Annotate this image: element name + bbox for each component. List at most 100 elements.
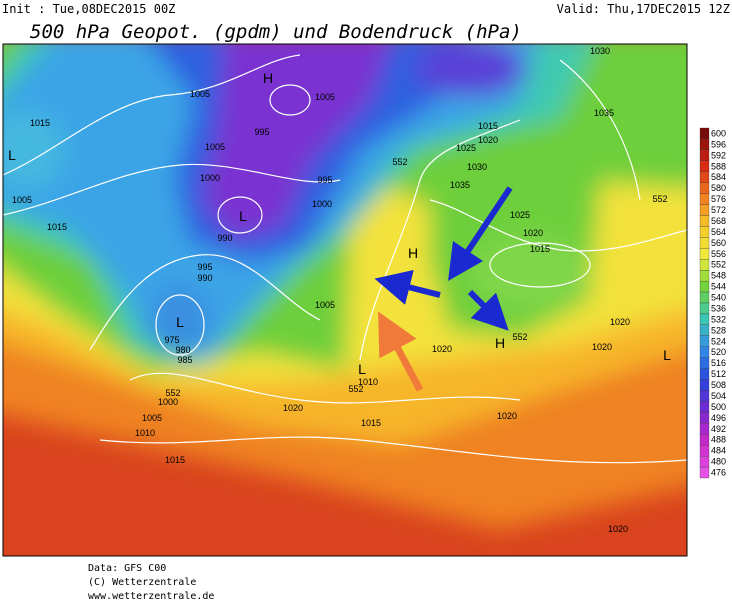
isobar-label: 990 [197, 273, 212, 283]
isobar-label: 1005 [12, 195, 32, 205]
isobar-label: 1010 [358, 377, 378, 387]
colorbar-label: 512 [711, 369, 726, 379]
isobar-label: 1015 [47, 222, 67, 232]
colorbar-label: 532 [711, 314, 726, 324]
isobar-label: 995 [317, 175, 332, 185]
colorbar-label: 524 [711, 336, 726, 346]
isobar-label: 1035 [450, 180, 470, 190]
colorbar-label: 556 [711, 249, 726, 259]
footer-copyright: (C) Wetterzentrale [88, 577, 196, 588]
colorbar-swatch [699, 138, 710, 151]
colorbar-swatch [699, 215, 710, 227]
isobar-label: 1005 [315, 92, 335, 102]
colorbar-swatch [699, 127, 710, 140]
colorbar-label: 520 [711, 347, 726, 357]
colorbar-swatch [699, 434, 710, 446]
isobar-label: 1020 [592, 342, 612, 352]
isobar-label: 552 [512, 332, 527, 342]
colorbar-swatch [699, 160, 710, 172]
colorbar-swatch [699, 455, 710, 468]
colorbar-label: 596 [711, 139, 726, 149]
colorbar-swatch [699, 412, 710, 424]
colorbar-label: 528 [711, 325, 726, 335]
isobar-label: 995 [254, 127, 269, 137]
isobar-label: 1020 [523, 228, 543, 238]
colorbar-label: 552 [711, 260, 726, 270]
isobars [3, 54, 687, 464]
isobar-label: 1020 [497, 411, 517, 421]
isobar-label: 1020 [610, 317, 630, 327]
colorbar-label: 500 [711, 402, 726, 412]
isobar-label: 1015 [530, 244, 550, 254]
isobar-label: 1000 [158, 397, 178, 407]
isobar-label: 1025 [510, 210, 530, 220]
colorbar-swatch [699, 335, 710, 347]
colorbar-label: 584 [711, 172, 726, 182]
colorbar-label: 492 [711, 424, 726, 434]
colorbar-label: 580 [711, 183, 726, 193]
valid-time: Valid: Thu,17DEC2015 12Z [557, 2, 730, 16]
isobar-label: 1020 [478, 135, 498, 145]
isobar-label: 1020 [432, 344, 452, 354]
colorbar-label: 484 [711, 446, 726, 456]
isobar-label: 995 [197, 262, 212, 272]
isobar-label: 1010 [135, 428, 155, 438]
isobar-label: 1030 [590, 46, 610, 56]
colorbar-label: 480 [711, 457, 726, 467]
colorbar-label: 592 [711, 150, 726, 160]
colorbar-label: 600 [711, 128, 726, 138]
isobar-label: 1020 [608, 524, 628, 534]
colorbar-swatch [699, 248, 710, 260]
pressure-center: L [176, 314, 184, 330]
colorbar-swatch [699, 466, 710, 479]
colorbar-swatch [699, 302, 710, 315]
pressure-center: L [8, 147, 16, 163]
colorbar-label: 496 [711, 413, 726, 423]
isobar-label: 1020 [283, 403, 303, 413]
colorbar-swatch [699, 368, 710, 380]
colorbar-swatch [699, 357, 710, 369]
isobar-label: 1015 [361, 418, 381, 428]
colorbar-swatch [699, 423, 710, 435]
init-time: Init : Tue,08DEC2015 00Z [2, 2, 175, 16]
colorbar-label: 564 [711, 227, 726, 237]
colorbar-label: 560 [711, 238, 726, 248]
isobar-label: 1025 [456, 143, 476, 153]
colorbar-label: 572 [711, 205, 726, 215]
colorbar-swatch [699, 237, 710, 249]
colorbar-swatch [699, 280, 710, 293]
colorbar-label: 536 [711, 303, 726, 313]
isobar-label: 1015 [165, 455, 185, 465]
pressure-center: L [663, 347, 671, 363]
map-area [3, 44, 687, 556]
pressure-center: L [239, 208, 247, 224]
colorbar-label: 576 [711, 194, 726, 204]
isobar-label: 552 [652, 194, 667, 204]
colorbar-swatch [699, 379, 710, 391]
colorbar-label: 516 [711, 358, 726, 368]
colorbar-swatch [699, 313, 710, 326]
pressure-center: H [495, 335, 505, 351]
map-title: 500 hPa Geopot. (gpdm) und Bodendruck (h… [30, 21, 522, 43]
isobar-label: 1005 [142, 413, 162, 423]
isobar-label: 1030 [467, 162, 487, 172]
colorbar-label: 504 [711, 391, 726, 401]
colorbar-swatch [699, 324, 710, 336]
isobar-label: 985 [177, 355, 192, 365]
isobar-label: 1000 [200, 173, 220, 183]
colorbar-swatch [699, 445, 710, 457]
colorbar-label: 588 [711, 161, 726, 171]
colorbar-swatch [699, 270, 710, 282]
colorbar-swatch [699, 193, 710, 205]
isobar-label: 1005 [205, 142, 225, 152]
colorbar-swatch [699, 390, 710, 402]
colorbar-label: 476 [711, 468, 726, 478]
arrows [374, 186, 513, 331]
colorbar-swatch [699, 401, 710, 413]
isobar-label: 990 [217, 233, 232, 243]
map-frame [2, 43, 688, 557]
isobar-label: 1015 [478, 121, 498, 131]
colorbar-swatch [699, 149, 710, 161]
pressure-center: H [263, 70, 273, 86]
